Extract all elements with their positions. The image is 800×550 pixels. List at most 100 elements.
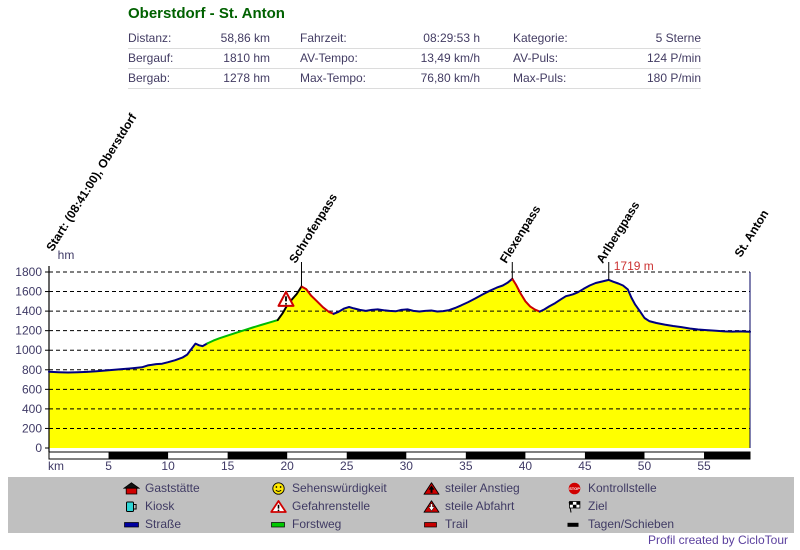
km-scale-band xyxy=(108,452,169,459)
x-tick-label: 45 xyxy=(578,459,592,473)
legend-item-kiosk: Kiosk xyxy=(123,497,200,515)
legend-item-kontrollstelle: STOP Kontrollstelle xyxy=(566,479,674,497)
y-tick-label: 800 xyxy=(22,363,42,377)
y-tick-label: 1400 xyxy=(15,304,42,318)
stats-row: Bergab: 1278 hm Max-Tempo: 76,80 km/h Ma… xyxy=(128,69,701,89)
peak-label: St. Anton xyxy=(732,207,772,259)
credit-text: Profil created by CicloTour xyxy=(647,533,788,547)
profile-segment-strasse xyxy=(538,278,751,333)
steiler-anstieg-icon xyxy=(423,481,440,495)
x-tick-label: 20 xyxy=(281,459,295,473)
profile-segment-abfahrt xyxy=(511,277,541,313)
stat-value-distanz: 58,86 km xyxy=(220,31,270,45)
profile-segment-strasse xyxy=(332,277,514,315)
y-tick-label: 200 xyxy=(22,421,42,435)
legend-item-trail: Trail xyxy=(423,515,520,533)
ziel-icon xyxy=(568,500,581,513)
legend-label: Tagen/Schieben xyxy=(588,517,675,531)
km-scale-band xyxy=(584,452,645,459)
page-title: Oberstdorf - St. Anton xyxy=(128,5,285,22)
stat-label-distanz: Distanz: xyxy=(128,31,172,45)
stat-value-kategorie: 5 Sterne xyxy=(655,31,701,45)
legend-label: Trail xyxy=(445,517,468,531)
stats-table: Distanz: 58,86 km Fahrzeit: 08:29:53 h K… xyxy=(128,29,701,89)
y-tick-label: 0 xyxy=(35,441,42,455)
stat-value-bergauf: 1810 hm xyxy=(223,51,270,65)
peak-label: Arlbergpass xyxy=(593,199,642,266)
stat-value-av-tempo: 13,49 km/h xyxy=(420,51,480,65)
stat-value-bergab: 1278 hm xyxy=(223,71,270,85)
km-scale-band xyxy=(704,452,750,459)
legend-item-tagen-schieben: Tagen/Schieben xyxy=(566,515,674,533)
x-tick-label: 10 xyxy=(161,459,175,473)
legend-label: Gefahrenstelle xyxy=(292,499,371,513)
stat-value-fahrzeit: 08:29:53 h xyxy=(423,31,480,45)
stat-value-max-puls: 180 P/min xyxy=(646,71,701,85)
legend-item-forstweg: Forstweg xyxy=(270,515,387,533)
x-tick-label: 15 xyxy=(221,459,235,473)
legend-item-gefahrenstelle: Gefahrenstelle xyxy=(270,497,387,515)
elevation-annotation: 1719 m xyxy=(614,259,654,273)
kontrollstelle-icon: STOP xyxy=(568,482,581,494)
steile-abfahrt-icon xyxy=(423,499,440,513)
profile-segment-abfahrt xyxy=(300,285,335,315)
svg-text:STOP: STOP xyxy=(569,486,580,491)
elevation-area xyxy=(49,278,750,448)
y-axis-unit: hm xyxy=(58,248,75,262)
legend-item-strasse: Straße xyxy=(123,515,200,533)
stats-row: Distanz: 58,86 km Fahrzeit: 08:29:53 h K… xyxy=(128,29,701,49)
legend-item-sehenswuerdigkeit: Sehenswürdigkeit xyxy=(270,479,387,497)
legend-label: Kiosk xyxy=(145,499,175,513)
legend-label: Kontrollstelle xyxy=(588,481,657,495)
y-tick-label: 1200 xyxy=(15,324,42,338)
legend-item-ziel: Ziel xyxy=(566,497,674,515)
stat-value-max-tempo: 76,80 km/h xyxy=(420,71,480,85)
legend-label: steile Abfahrt xyxy=(445,499,515,513)
profile-segment-strasse xyxy=(48,342,209,374)
y-tick-label: 1000 xyxy=(15,343,42,357)
x-tick-label: 30 xyxy=(400,459,414,473)
gaststaette-icon xyxy=(123,481,140,494)
tagen-schieben-icon xyxy=(567,522,579,527)
stat-label-fahrzeit: Fahrzeit: xyxy=(300,31,347,45)
legend-label: steiler Anstieg xyxy=(445,481,520,495)
km-scale-band xyxy=(346,452,407,459)
profile-segment-forstweg xyxy=(206,319,279,345)
gefahrenstelle-icon xyxy=(270,499,287,513)
x-tick-label: 40 xyxy=(519,459,533,473)
km-scale-band xyxy=(465,452,526,459)
km-scale-band xyxy=(227,452,288,459)
stat-label-bergauf: Bergauf: xyxy=(128,51,174,65)
legend-label: Forstweg xyxy=(292,517,342,531)
x-tick-label: 5 xyxy=(105,459,112,473)
legend-label: Straße xyxy=(145,517,182,531)
x-tick-label: 35 xyxy=(459,459,473,473)
legend-label: Ziel xyxy=(588,499,608,513)
legend-item-steiler-anstieg: steiler Anstieg xyxy=(423,479,520,497)
y-tick-label: 400 xyxy=(22,402,42,416)
peak-label: Flexenpass xyxy=(497,202,544,265)
stat-value-av-puls: 124 P/min xyxy=(646,51,701,65)
legend-item-steile-abfahrt: steile Abfahrt xyxy=(423,497,520,515)
legend: Gaststätte Kiosk Straße Sehenswürdigkeit… xyxy=(8,477,794,533)
stat-label-av-tempo: AV-Tempo: xyxy=(300,51,358,65)
trail-icon xyxy=(424,521,437,527)
peak-label: Start: (08:41:00), Oberstdorf xyxy=(43,110,140,253)
y-tick-label: 600 xyxy=(22,382,42,396)
stat-label-bergab: Bergab: xyxy=(128,71,171,85)
legend-label: Sehenswürdigkeit xyxy=(292,481,387,495)
stat-label-max-tempo: Max-Tempo: xyxy=(300,71,367,85)
strasse-icon xyxy=(124,521,139,527)
sehenswuerdigkeit-icon xyxy=(272,481,285,495)
legend-label: Gaststätte xyxy=(145,481,200,495)
stat-label-av-puls: AV-Puls: xyxy=(513,51,559,65)
y-tick-label: 1800 xyxy=(15,265,42,279)
y-tick-label: 1600 xyxy=(15,285,42,299)
stat-label-kategorie: Kategorie: xyxy=(513,31,568,45)
forstweg-icon xyxy=(271,521,285,527)
stat-label-max-puls: Max-Puls: xyxy=(513,71,567,85)
x-tick-label: 25 xyxy=(340,459,354,473)
peak-label: Schrofenpass xyxy=(286,191,340,266)
x-tick-label: 50 xyxy=(638,459,652,473)
